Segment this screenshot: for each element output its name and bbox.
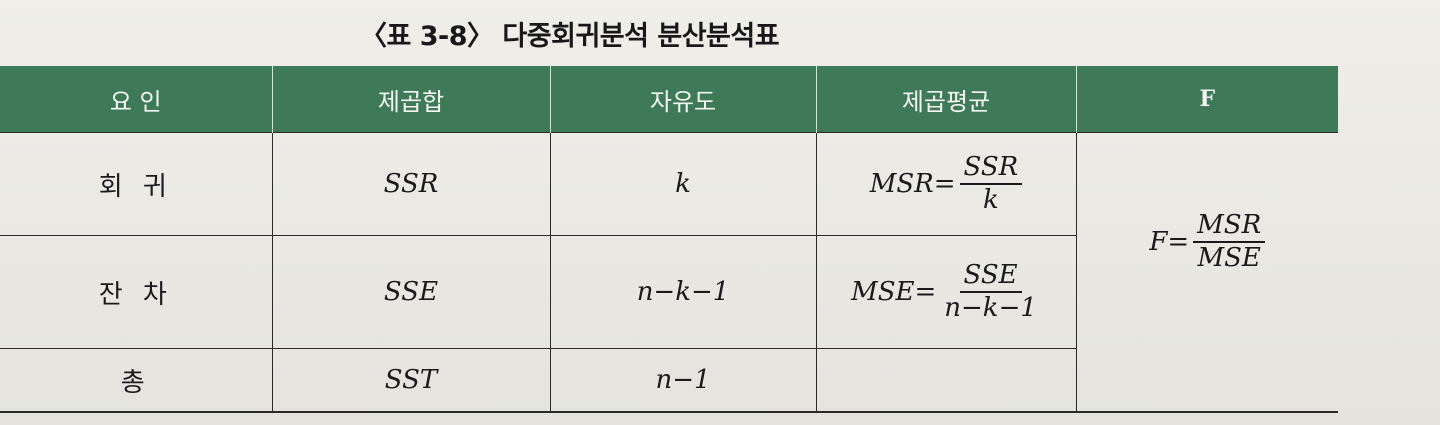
header-f: F <box>1075 66 1338 133</box>
residual-label-cell: 잔 차 <box>0 235 272 349</box>
residual-label: 잔 차 <box>98 279 173 310</box>
total-ms-cell <box>815 348 1076 413</box>
residual-ss: SSE <box>383 277 439 307</box>
anova-table: 요 인 제곱합 자유도 제곱평균 F 회 귀 SSR k <box>0 66 1338 413</box>
regression-df: k <box>675 169 691 199</box>
residual-ms-denominator: n−k−1 <box>944 293 1037 323</box>
regression-ms-numerator: SSR <box>959 153 1023 185</box>
residual-ms-cell: MSE= SSE n−k−1 <box>815 235 1076 349</box>
total-ss: SST <box>384 365 438 395</box>
residual-ms-lhs: MSE= <box>851 277 937 307</box>
regression-label: 회 귀 <box>98 171 173 202</box>
total-df-cell: n−1 <box>549 348 816 413</box>
regression-ms-formula: MSR= SSR k <box>869 153 1023 215</box>
header-row: 요 인 제곱합 자유도 제곱평균 F <box>0 66 1338 133</box>
table-caption: 〈표 3-8〉 다중회귀분석 분산분석표 <box>360 21 780 52</box>
regression-ss: SSR <box>383 169 439 199</box>
residual-ms-fraction: SSE n−k−1 <box>940 261 1041 323</box>
regression-df-cell: k <box>549 132 816 236</box>
header-sum-of-squares: 제곱합 <box>271 66 550 133</box>
regression-ms-fraction: SSR k <box>959 153 1023 215</box>
f-numerator: MSR <box>1193 211 1266 243</box>
f-denominator: MSE <box>1197 243 1261 273</box>
total-df: n−1 <box>655 365 711 395</box>
table-row-regression: 회 귀 SSR k MSR= SSR k <box>0 132 1338 413</box>
residual-ms-numerator: SSE <box>959 261 1022 293</box>
f-fraction: MSR MSE <box>1193 211 1266 273</box>
total-label-cell: 총 <box>0 348 272 413</box>
table-row-residual: 잔 차 SSE n−k−1 MSE= SSE n−k−1 <box>0 235 1338 349</box>
regression-ss-cell: SSR <box>271 132 550 236</box>
total-label: 총 <box>120 367 151 398</box>
residual-ss-cell: SSE <box>271 235 550 349</box>
table-row-total: 총 SST n−1 <box>0 348 1338 413</box>
regression-ms-denominator: k <box>983 185 999 215</box>
regression-label-cell: 회 귀 <box>0 132 272 236</box>
f-statistic-cell: F= MSR MSE <box>1075 132 1338 413</box>
residual-df: n−k−1 <box>636 277 730 307</box>
residual-df-cell: n−k−1 <box>549 235 816 349</box>
f-lhs: F= <box>1149 227 1190 257</box>
header-mean-square: 제곱평균 <box>815 66 1076 133</box>
residual-ms-formula: MSE= SSE n−k−1 <box>851 261 1041 323</box>
f-formula: F= MSR MSE <box>1149 211 1266 273</box>
total-ss-cell: SST <box>271 348 550 413</box>
regression-ms-cell: MSR= SSR k <box>815 132 1076 236</box>
regression-ms-lhs: MSR= <box>869 169 956 199</box>
header-factor: 요 인 <box>0 66 272 133</box>
header-degrees-of-freedom: 자유도 <box>549 66 816 133</box>
